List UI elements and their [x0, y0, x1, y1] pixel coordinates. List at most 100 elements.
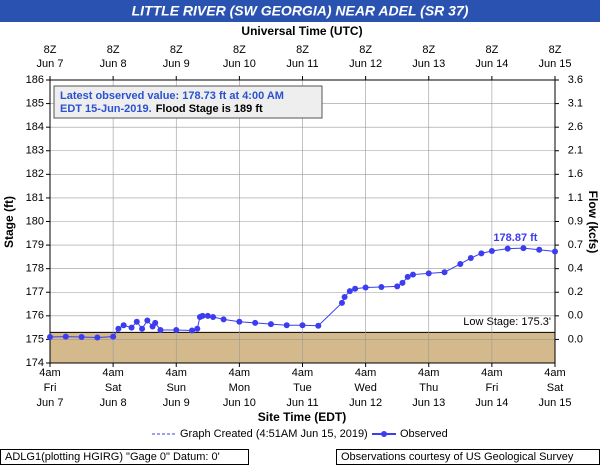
top-tick-label: 8Z [170, 44, 183, 56]
observed-point [352, 285, 359, 292]
y-axis-title: Stage (ft) [2, 196, 16, 248]
x-tick-label: Fri [44, 382, 57, 394]
title-bar [0, 0, 600, 22]
legend-created: Graph Created (4:51AM Jun 15, 2019) [180, 428, 368, 440]
x-tick-label: Jun 9 [163, 397, 190, 409]
observed-point [128, 324, 135, 331]
y2-tick-label: 1.6 [568, 168, 583, 180]
y-tick-label: 181 [26, 192, 44, 204]
stats-box [53, 85, 323, 119]
top-tick-label: Jun 13 [412, 58, 445, 70]
top-tick-label: 8Z [296, 44, 309, 56]
observed-point [115, 325, 122, 332]
top-tick-label: 8Z [549, 44, 562, 56]
y-tick-label: 183 [26, 145, 44, 157]
top-tick-label: Jun 9 [163, 58, 190, 70]
y-tick-label: 180 [26, 215, 44, 227]
observed-point [520, 245, 527, 252]
observed-point [144, 317, 151, 324]
observed-point [110, 333, 117, 340]
observed-point [552, 248, 558, 255]
legend-observed-dot [381, 431, 387, 437]
x-tick-label: Jun 11 [286, 397, 318, 409]
y-tick-label: 178 [26, 263, 44, 275]
top-tick-label: Jun 12 [349, 58, 382, 70]
observed-point [62, 333, 69, 340]
y-tick-label: 182 [26, 168, 44, 180]
x-tick-label: Jun 12 [349, 397, 382, 409]
x-tick-label: Jun 7 [37, 397, 64, 409]
observed-point [199, 312, 206, 319]
footer-right: Observations courtesy of US Geological S… [341, 451, 574, 463]
observed-point [467, 255, 474, 262]
y2-tick-label: 2.1 [568, 145, 583, 157]
x-tick-label: 4am [229, 367, 250, 379]
footer-left: ADLG1(plotting HGIRG) "Gage 0" Datum: 0' [5, 451, 220, 463]
y2-tick-label: 1.1 [568, 192, 583, 204]
observed-point [133, 318, 140, 325]
y-tick-label: 184 [26, 121, 44, 133]
y-tick-label: 175 [26, 333, 44, 345]
x-tick-label: Jun 15 [538, 397, 571, 409]
y2-tick-label: 3.6 [568, 74, 583, 86]
stats-line1: Latest observed value: 178.73 ft at 4:00… [60, 90, 284, 102]
y2-tick-label: 0.4 [568, 263, 583, 275]
x-tick-label: Jun 13 [412, 397, 445, 409]
observed-point [78, 334, 85, 341]
observed-point [139, 325, 146, 332]
x-tick-label: 4am [418, 367, 439, 379]
x-tick-label: 4am [481, 367, 502, 379]
observed-point [283, 322, 290, 329]
top-tick-label: Jun 8 [100, 58, 127, 70]
observed-point [338, 299, 345, 306]
observed-point [394, 283, 401, 290]
x-axis-title: Site Time (EDT) [258, 410, 346, 424]
observed-point [47, 334, 53, 341]
y-tick-label: 176 [26, 310, 44, 322]
observed-point [378, 284, 385, 291]
x-tick-label: Wed [354, 382, 376, 394]
observed-point [488, 247, 495, 254]
y2-axis-title: Flow (kcfs) [586, 191, 600, 254]
top-tick-label: 8Z [359, 44, 372, 56]
y2-tick-label: 0.0 [568, 333, 583, 345]
stats-line2: EDT 15-Jun-2019. [60, 103, 152, 115]
peak-label: 178.87 ft [493, 232, 537, 244]
x-tick-label: Jun 8 [100, 397, 127, 409]
top-tick-label: Jun 10 [223, 58, 256, 70]
observed-point [94, 334, 101, 341]
x-tick-label: 4am [166, 367, 187, 379]
x-tick-label: Thu [419, 382, 438, 394]
observed-point [152, 319, 159, 326]
observed-point [252, 319, 259, 326]
low-stage-label: Low Stage: 175.3' [463, 316, 551, 328]
observed-point [173, 326, 180, 333]
plot-border [49, 79, 556, 364]
observed-point [457, 260, 464, 267]
x-tick-label: Jun 14 [475, 397, 508, 409]
observed-point [346, 288, 353, 295]
top-tick-label: Jun 14 [475, 58, 508, 70]
observed-point [362, 284, 369, 291]
y-tick-label: 185 [26, 97, 44, 109]
top-tick-label: Jun 11 [286, 58, 318, 70]
observed-point [267, 321, 274, 328]
observed-point [220, 316, 227, 323]
observed-point [299, 322, 306, 329]
y-tick-label: 179 [26, 239, 44, 251]
observed-point [341, 293, 348, 300]
x-tick-label: Jun 10 [223, 397, 256, 409]
observed-point [425, 270, 432, 277]
x-tick-label: Fri [485, 382, 498, 394]
chart-title: LITTLE RIVER (SW GEORGIA) NEAR ADEL (SR … [132, 3, 469, 19]
flood-stage: Flood Stage is 189 ft [156, 103, 263, 115]
top-tick-label: 8Z [44, 44, 57, 56]
x-tick-label: Mon [229, 382, 250, 394]
x-tick-label: 4am [544, 367, 565, 379]
observed-point [478, 250, 485, 257]
observed-point [236, 318, 243, 325]
x-tick-label: Sun [166, 382, 186, 394]
x-tick-label: 4am [355, 367, 376, 379]
y2-tick-label: 0.9 [568, 215, 583, 227]
